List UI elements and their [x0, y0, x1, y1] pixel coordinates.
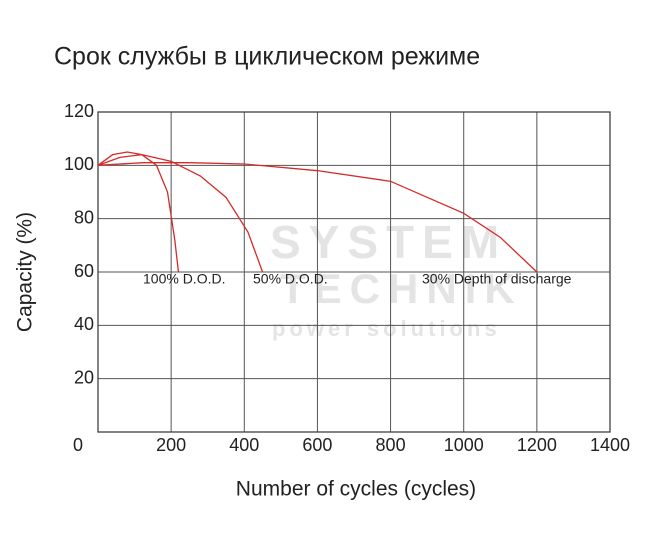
series-label: 30% Depth of discharge — [422, 271, 572, 287]
x-tick-label: 0 — [73, 435, 83, 455]
y-tick-label: 100 — [64, 154, 94, 174]
x-tick-label: 800 — [376, 435, 406, 455]
chart-title: Срок службы в циклическом режиме — [54, 43, 480, 71]
x-tick-label: 1400 — [590, 435, 630, 455]
y-tick-label: 40 — [74, 314, 94, 334]
watermark: SYSTEM TECHNIK power solutions — [270, 216, 523, 341]
y-tick-label: 120 — [64, 101, 94, 121]
x-tick-label: 200 — [156, 435, 186, 455]
series-line — [97, 154, 264, 273]
watermark-line: power solutions — [272, 316, 501, 341]
series-label: 50% D.O.D. — [253, 271, 328, 287]
watermark-line: SYSTEM — [270, 216, 507, 268]
x-tick-label: 1200 — [517, 435, 557, 455]
y-axis-title: Capacity (%) — [14, 212, 37, 332]
series-line — [97, 162, 538, 273]
x-tick-label: 400 — [229, 435, 259, 455]
series-label: 100% D.O.D. — [143, 271, 225, 287]
series-line — [97, 151, 180, 273]
plot-frame — [97, 111, 611, 433]
x-tick-label: 1000 — [444, 435, 484, 455]
x-axis-title: Number of cycles (cycles) — [236, 478, 476, 501]
y-tick-label: 80 — [74, 207, 94, 227]
y-tick-label: 20 — [74, 367, 94, 387]
x-tick-label: 600 — [302, 435, 332, 455]
y-tick-label: 60 — [74, 261, 94, 281]
watermark-line: TECHNIK — [280, 265, 523, 312]
